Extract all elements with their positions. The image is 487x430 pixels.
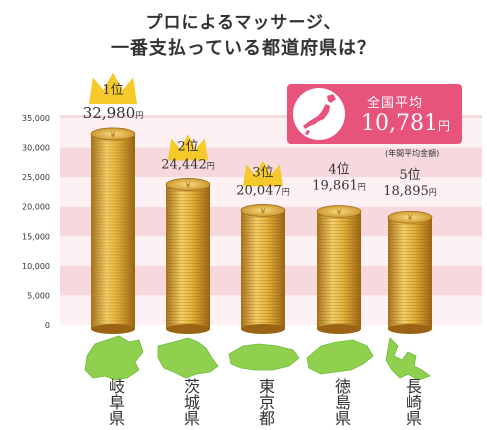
prefecture-map-icon: [157, 337, 219, 379]
y-tick-label: 0: [45, 321, 50, 330]
svg-text:¥: ¥: [407, 214, 412, 223]
rank-label: 3位: [252, 165, 273, 180]
svg-text:¥: ¥: [185, 181, 190, 190]
y-tick-label: 20,000: [22, 203, 50, 212]
y-tick-label: 10,000: [22, 262, 50, 271]
national-average-value: 10,781円: [361, 111, 450, 136]
value-label: 19,861円: [312, 179, 366, 194]
y-tick-label: 30,000: [22, 144, 50, 153]
chart-title-line2: 一番支払っている都道府県は？: [110, 38, 377, 59]
grid-band: [60, 115, 482, 118]
bar: ¥: [316, 205, 362, 334]
national-average-box: 全国平均 10,781円: [287, 84, 462, 144]
prefecture-map-icon: [84, 335, 144, 381]
y-tick-label: 15,000: [22, 232, 50, 241]
crown-icon: [168, 134, 208, 161]
rank-label: 2位: [177, 139, 198, 154]
value-label: 18,895円: [383, 184, 437, 199]
value-label: 20,047円: [236, 183, 290, 198]
prefecture-map-icon: [385, 337, 431, 381]
category-label: 徳島県: [332, 378, 351, 426]
chart-title-line1: プロによるマッサージ、: [145, 13, 342, 33]
bar: ¥: [165, 178, 211, 334]
bar: ¥: [387, 210, 433, 334]
prefecture-map-icon: [228, 343, 300, 371]
value-label: 24,442円: [161, 157, 215, 172]
rank-label: 5位: [399, 168, 420, 183]
crown-icon: [243, 160, 283, 187]
y-tick-label: 25,000: [22, 173, 50, 182]
category-label: 茨城県: [181, 378, 200, 426]
category-label: 岐阜県: [106, 378, 125, 426]
value-label: 32,980円: [83, 104, 144, 122]
japan-map-icon: [293, 88, 345, 140]
y-tick-label: 35,000: [22, 114, 50, 123]
prefecture-map-icon: [306, 339, 374, 375]
crown-icon: [89, 72, 137, 104]
national-average-label: 全国平均: [367, 96, 424, 111]
category-label: 東京都: [256, 378, 275, 426]
svg-text:¥: ¥: [110, 130, 115, 139]
bar: ¥: [90, 127, 136, 334]
y-tick-label: 5,000: [27, 291, 50, 300]
svg-text:¥: ¥: [260, 207, 265, 216]
category-label: 長崎県: [403, 378, 422, 426]
average-note: (年間平均金額): [385, 149, 440, 158]
bar: ¥: [240, 204, 286, 334]
rank-label: 1位: [102, 83, 123, 98]
svg-text:¥: ¥: [336, 208, 341, 217]
rank-label: 4位: [328, 163, 349, 178]
